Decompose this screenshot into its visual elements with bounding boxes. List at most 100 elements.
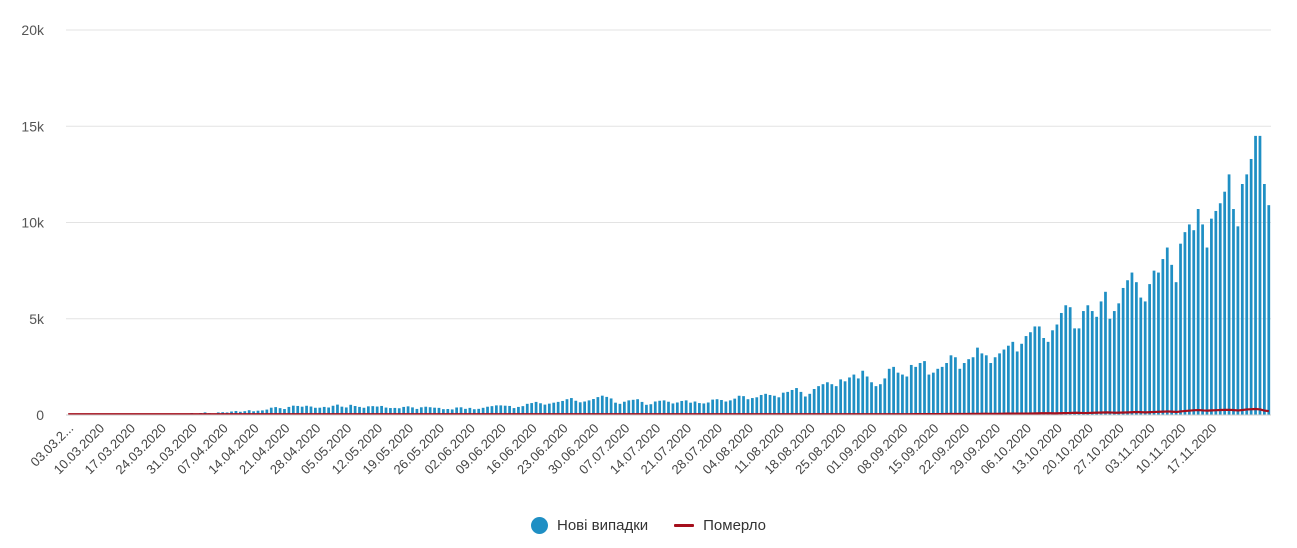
cases-bar[interactable]	[1121, 287, 1125, 415]
cases-bar[interactable]	[305, 405, 308, 415]
cases-bar[interactable]	[636, 399, 639, 415]
cases-bar[interactable]	[477, 408, 481, 415]
cases-bar[interactable]	[777, 397, 781, 415]
cases-bar[interactable]	[543, 404, 547, 415]
cases-bar[interactable]	[755, 397, 759, 415]
cases-bar[interactable]	[406, 406, 410, 415]
cases-bar[interactable]	[993, 357, 997, 415]
cases-bar[interactable]	[1130, 272, 1134, 415]
cases-bar[interactable]	[1210, 218, 1213, 415]
cases-bar[interactable]	[1192, 230, 1196, 415]
cases-bar[interactable]	[786, 391, 790, 415]
cases-bar[interactable]	[446, 409, 450, 415]
cases-bar[interactable]	[746, 399, 750, 415]
cases-bar[interactable]	[1245, 174, 1249, 416]
cases-bar[interactable]	[243, 411, 247, 415]
cases-bar[interactable]	[1135, 282, 1138, 415]
cases-bar[interactable]	[459, 407, 463, 415]
cases-bar[interactable]	[561, 400, 564, 415]
cases-bar[interactable]	[1033, 326, 1037, 415]
cases-bar[interactable]	[283, 409, 286, 415]
cases-bar[interactable]	[336, 404, 339, 415]
cases-bar[interactable]	[976, 347, 979, 416]
cases-bar[interactable]	[1227, 174, 1231, 416]
cases-bar[interactable]	[464, 408, 467, 415]
cases-bar[interactable]	[936, 368, 940, 415]
cases-bar[interactable]	[1263, 184, 1266, 415]
cases-bar[interactable]	[1201, 224, 1204, 415]
cases-bar[interactable]	[1073, 328, 1076, 416]
cases-bar[interactable]	[1157, 272, 1160, 415]
cases-bar[interactable]	[742, 396, 745, 415]
cases-bar[interactable]	[812, 389, 816, 415]
cases-bar[interactable]	[512, 408, 516, 415]
cases-bar[interactable]	[247, 410, 251, 415]
cases-bar[interactable]	[949, 355, 953, 415]
cases-bar[interactable]	[958, 368, 962, 415]
cases-bar[interactable]	[1240, 184, 1244, 415]
cases-bar[interactable]	[693, 401, 697, 415]
cases-bar[interactable]	[265, 409, 269, 415]
cases-bar[interactable]	[790, 389, 794, 415]
cases-bar[interactable]	[1099, 301, 1103, 415]
cases-bar[interactable]	[1068, 307, 1072, 415]
cases-bar[interactable]	[517, 406, 520, 415]
cases-bar[interactable]	[865, 376, 869, 416]
cases-bar[interactable]	[574, 400, 578, 415]
cases-bar[interactable]	[1090, 311, 1094, 415]
cases-bar[interactable]	[389, 408, 392, 415]
legend-item-new-cases[interactable]: Нові випадки	[530, 517, 648, 534]
cases-bar[interactable]	[1258, 135, 1262, 416]
cases-bar[interactable]	[874, 386, 878, 416]
cases-bar[interactable]	[1064, 305, 1068, 415]
cases-bar[interactable]	[1148, 284, 1151, 415]
cases-bar[interactable]	[1218, 203, 1222, 415]
cases-bar[interactable]	[1249, 158, 1253, 415]
cases-bar[interactable]	[1037, 326, 1041, 415]
cases-bar[interactable]	[1117, 303, 1121, 415]
cases-bar[interactable]	[856, 378, 860, 415]
cases-bar[interactable]	[402, 406, 406, 415]
legend-item-deaths[interactable]: Померло	[674, 517, 766, 534]
cases-bar[interactable]	[627, 400, 631, 415]
cases-bar[interactable]	[486, 406, 489, 415]
cases-bar[interactable]	[821, 384, 825, 415]
cases-bar[interactable]	[1254, 135, 1257, 416]
cases-bar[interactable]	[914, 366, 918, 416]
cases-bar[interactable]	[300, 406, 304, 415]
cases-bar[interactable]	[525, 403, 529, 415]
cases-bar[interactable]	[954, 357, 957, 415]
cases-bar[interactable]	[989, 363, 993, 415]
cases-bar[interactable]	[653, 401, 657, 415]
cases-bar[interactable]	[1024, 336, 1028, 415]
cases-bar[interactable]	[945, 363, 948, 415]
cases-bar[interactable]	[327, 407, 330, 415]
cases-bar[interactable]	[1051, 330, 1054, 415]
cases-bar[interactable]	[375, 406, 379, 415]
cases-bar[interactable]	[834, 386, 838, 416]
cases-bar[interactable]	[1170, 264, 1174, 415]
cases-bar[interactable]	[1223, 191, 1227, 415]
cases-bar[interactable]	[600, 395, 604, 415]
cases-bar[interactable]	[667, 401, 670, 415]
cases-bar[interactable]	[751, 398, 754, 415]
cases-bar[interactable]	[314, 407, 317, 415]
cases-bar[interactable]	[905, 376, 909, 416]
cases-bar[interactable]	[1126, 280, 1129, 415]
cases-bar[interactable]	[530, 403, 534, 415]
cases-bar[interactable]	[1179, 243, 1182, 415]
cases-bar[interactable]	[552, 402, 556, 415]
cases-bar[interactable]	[309, 406, 313, 415]
cases-bar[interactable]	[415, 408, 419, 415]
cases-bar[interactable]	[331, 405, 335, 415]
cases-bar[interactable]	[578, 402, 582, 415]
cases-bar[interactable]	[1002, 349, 1006, 415]
cases-bar[interactable]	[883, 378, 887, 415]
cases-bar[interactable]	[437, 407, 441, 415]
cases-bar[interactable]	[962, 363, 966, 415]
cases-bar[interactable]	[711, 399, 715, 415]
cases-bar[interactable]	[799, 391, 803, 415]
cases-bar[interactable]	[384, 407, 388, 415]
cases-bar[interactable]	[861, 370, 865, 415]
cases-bar[interactable]	[494, 405, 498, 416]
